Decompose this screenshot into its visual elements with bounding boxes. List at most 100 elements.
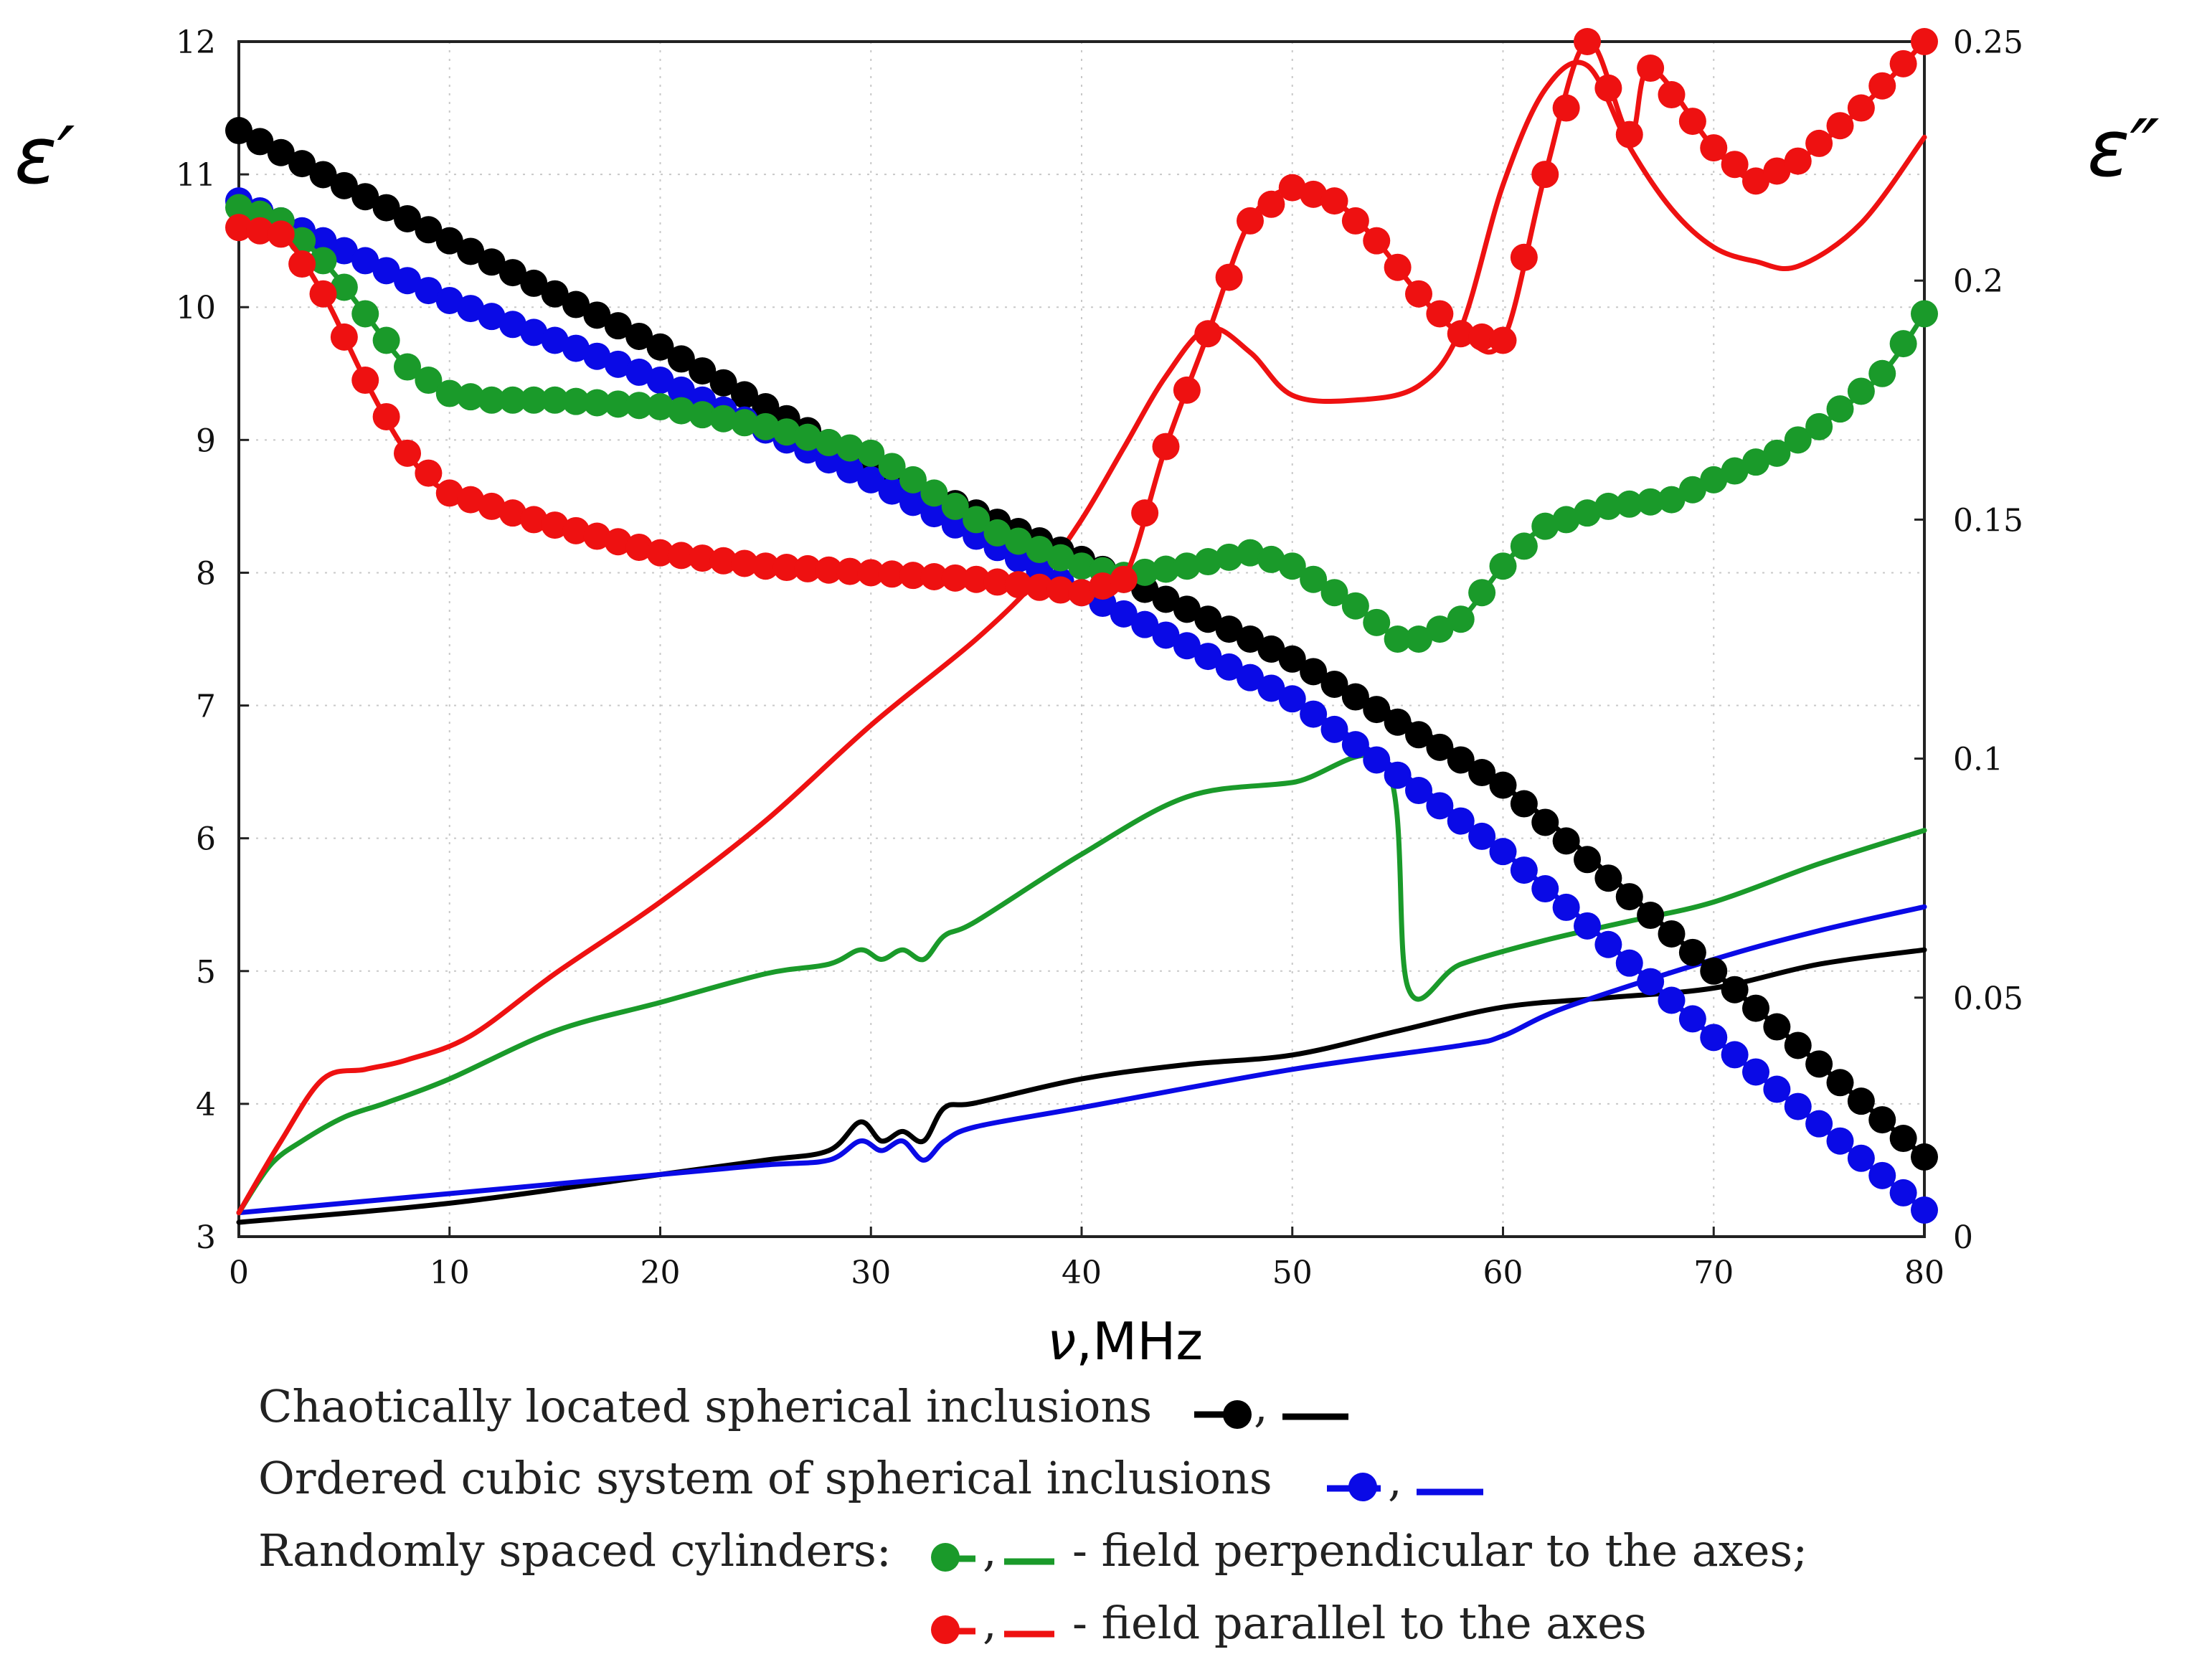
data-point [1763, 439, 1791, 467]
data-point [1447, 605, 1475, 633]
data-point [1426, 733, 1454, 761]
data-point [1278, 552, 1306, 580]
y-left-tick-label: 9 [196, 422, 216, 459]
data-point [604, 390, 632, 418]
data-point [1889, 1125, 1917, 1153]
data-point [1594, 864, 1622, 892]
data-point [394, 267, 421, 295]
legend: Chaotically located spherical inclusions… [258, 1380, 1807, 1649]
data-point [246, 128, 274, 156]
data-point [415, 277, 443, 305]
data-point [1552, 94, 1580, 122]
data-point [1658, 81, 1686, 109]
data-point [1384, 253, 1412, 281]
data-point [562, 516, 590, 544]
data-point [1574, 912, 1601, 940]
data-point [1700, 134, 1728, 162]
data-point [646, 333, 674, 361]
data-point [1615, 883, 1643, 911]
data-point [1868, 1106, 1896, 1134]
data-point [562, 387, 590, 415]
data-point [435, 227, 463, 255]
data-point [983, 568, 1011, 596]
data-point [330, 171, 358, 199]
data-point [1678, 108, 1706, 136]
data-point [709, 369, 737, 397]
data-point [498, 499, 526, 527]
data-point [1384, 625, 1412, 653]
data-point [1363, 746, 1391, 774]
data-point [1026, 536, 1054, 564]
x-axis-symbol: ν [1047, 1311, 1076, 1371]
data-point [562, 334, 590, 362]
data-point [1173, 552, 1201, 580]
data-point [1320, 715, 1348, 743]
data-point [1574, 28, 1601, 55]
x-tick-label: 30 [851, 1255, 891, 1291]
data-point [646, 393, 674, 421]
data-point [920, 479, 948, 507]
data-point [1658, 986, 1686, 1014]
data-point [731, 409, 758, 437]
data-point [1237, 625, 1264, 653]
data-point [1594, 930, 1622, 958]
data-point [1405, 777, 1432, 805]
data-point [351, 367, 379, 395]
data-point [1678, 476, 1706, 504]
data-point [794, 554, 822, 582]
data-point [1637, 902, 1665, 930]
data-point [1278, 645, 1306, 673]
data-point [1784, 426, 1812, 454]
x-tick-label: 20 [641, 1255, 681, 1291]
legend-label-ordered: Ordered cubic system of spherical inclus… [258, 1452, 1272, 1504]
data-point [1615, 949, 1643, 977]
data-point [1721, 457, 1749, 485]
data-point [1194, 605, 1222, 633]
data-point [309, 280, 337, 308]
data-point [1300, 565, 1328, 593]
data-point [1046, 576, 1074, 604]
data-point [604, 528, 632, 556]
series-line-ordered-eps2 [236, 904, 1927, 1216]
data-point [1552, 506, 1580, 534]
data-point [1046, 544, 1074, 572]
data-point [1215, 263, 1243, 291]
data-point [1742, 1058, 1769, 1086]
data-point [752, 412, 780, 440]
x-axis-unit: ,MHz [1076, 1311, 1203, 1371]
data-point [1574, 846, 1601, 874]
data-point [1489, 552, 1517, 580]
data-point [478, 303, 506, 331]
data-point [920, 562, 948, 590]
data-point [267, 220, 295, 248]
data-point [1089, 572, 1117, 600]
data-point [1068, 552, 1095, 580]
y-right-tick-label: 0.1 [1953, 742, 2003, 778]
data-point [1215, 543, 1243, 571]
data-point [1447, 746, 1475, 774]
axis-ticks: 0 10 20 30 40 50 60 70 80 3 4 5 6 7 8 9 10 11 12 0 0.05 0.1 0.… [176, 24, 2023, 1291]
data-point [899, 562, 927, 590]
legend-symbol-cylinders-parallel: , [931, 1597, 1054, 1649]
data-point [520, 386, 548, 414]
data-point [1026, 573, 1054, 601]
data-point [1615, 490, 1643, 518]
data-point [1510, 790, 1538, 818]
data-point [225, 117, 252, 145]
series-markers [225, 28, 1938, 1224]
data-point [1678, 1005, 1706, 1033]
data-point [1531, 512, 1559, 540]
x-tick-label: 50 [1272, 1255, 1313, 1291]
data-point [625, 392, 653, 420]
data-point [372, 326, 400, 354]
data-point [1257, 545, 1285, 573]
data-point [1068, 579, 1095, 607]
data-point [1237, 207, 1264, 235]
data-point [1805, 129, 1833, 157]
y-right-tick-label: 0.15 [1953, 502, 2023, 539]
data-point [752, 552, 780, 580]
data-point [1215, 615, 1243, 643]
data-point [857, 439, 885, 467]
data-point [1889, 1179, 1917, 1207]
data-point [288, 250, 316, 278]
